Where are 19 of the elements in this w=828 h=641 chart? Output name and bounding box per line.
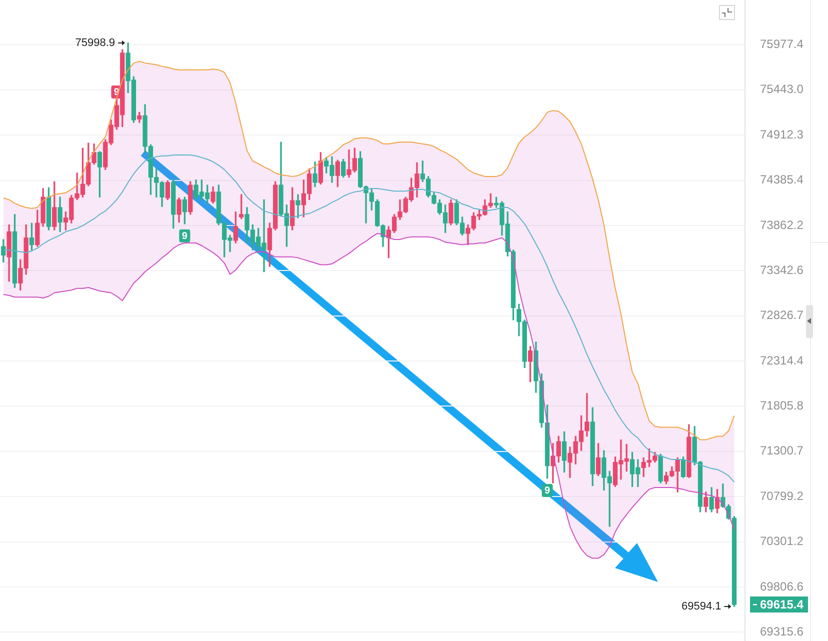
y-tick-label: 71805.8 [760,398,804,413]
y-tick-label: 74912.3 [760,127,804,142]
annotation: 9 [544,486,550,497]
y-tick-label: 69806.6 [760,579,804,594]
y-tick-label: 70799.2 [760,488,804,503]
y-tick-label: 73342.6 [760,262,804,277]
y-tick-label: 73862.2 [760,218,804,232]
y-tick-label: 69315.6 [760,624,804,638]
text: 69615.4 [760,597,804,612]
y-tick-label: 75977.4 [760,37,804,52]
y-tick-label: 72314.4 [760,353,804,368]
y-tick-label: 75443.0 [760,82,804,96]
annotation: 75998.9 [75,36,116,49]
y-tick-label: 70301.2 [760,534,804,548]
y-tick-label: 71300.7 [760,444,804,458]
y-tick-label: 74385.4 [760,172,804,187]
annotation: 9 [182,231,188,242]
annotation: 69594.1 [681,600,722,613]
y-tick-label: 72826.7 [760,308,804,322]
